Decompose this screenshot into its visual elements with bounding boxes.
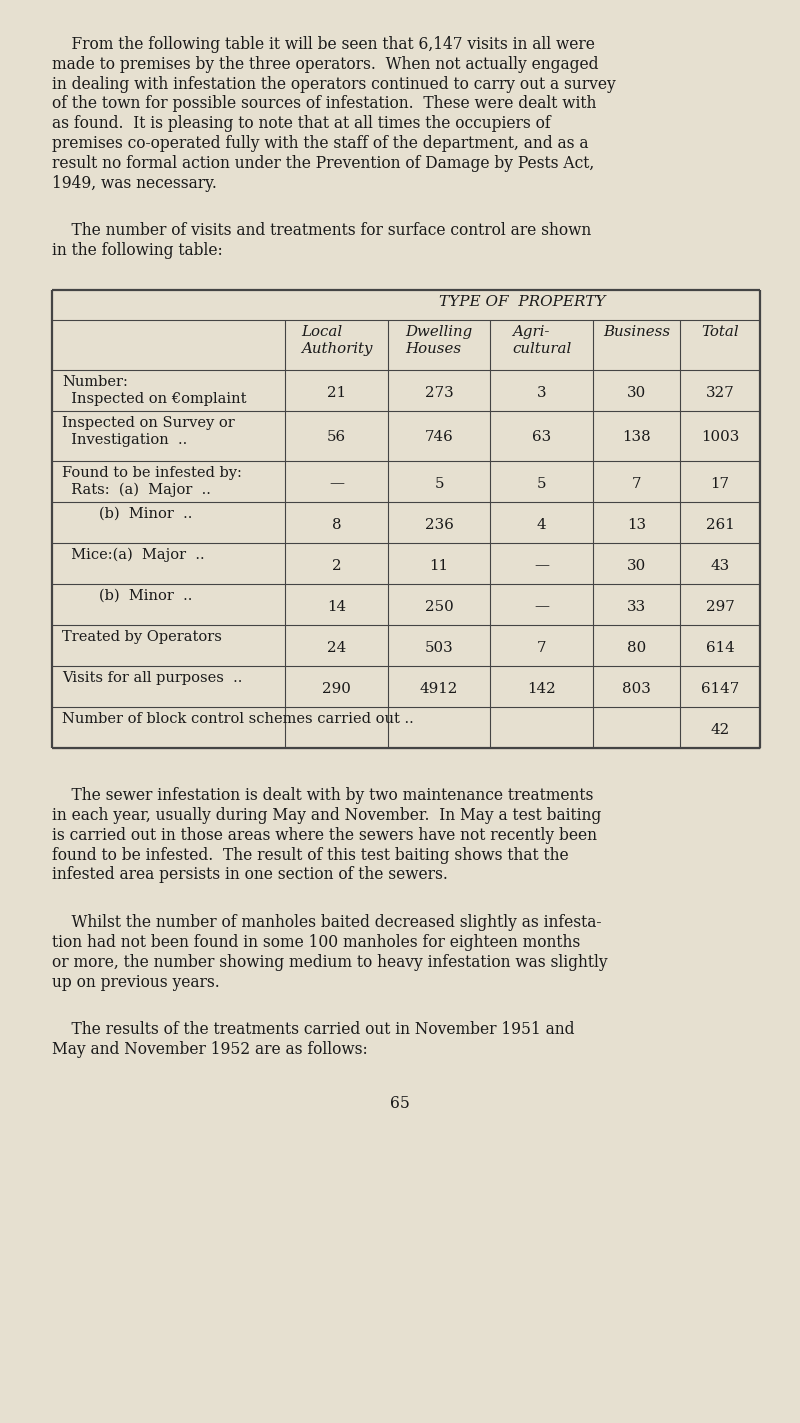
Text: 261: 261 — [706, 518, 734, 532]
Text: 138: 138 — [622, 430, 651, 444]
Text: Visits for all purposes  ..: Visits for all purposes .. — [62, 672, 242, 684]
Text: The results of the treatments carried out in November 1951 and: The results of the treatments carried ou… — [52, 1022, 574, 1039]
Text: From the following table it will be seen that 6,147 visits in all were: From the following table it will be seen… — [52, 36, 595, 53]
Text: 4: 4 — [537, 518, 546, 532]
Text: 7: 7 — [537, 640, 546, 655]
Text: Business: Business — [603, 324, 670, 339]
Text: —: — — [534, 559, 549, 572]
Text: 1949, was necessary.: 1949, was necessary. — [52, 175, 217, 192]
Text: 3: 3 — [537, 386, 546, 400]
Text: 33: 33 — [627, 599, 646, 613]
Text: Total: Total — [701, 324, 739, 339]
Text: 7: 7 — [632, 477, 642, 491]
Text: —: — — [534, 599, 549, 613]
Text: 56: 56 — [327, 430, 346, 444]
Text: 6147: 6147 — [701, 682, 739, 696]
Text: infested area persists in one section of the sewers.: infested area persists in one section of… — [52, 867, 448, 884]
Text: TYPE OF  PROPERTY: TYPE OF PROPERTY — [439, 295, 606, 309]
Text: is carried out in those areas where the sewers have not recently been: is carried out in those areas where the … — [52, 827, 597, 844]
Text: 1003: 1003 — [701, 430, 739, 444]
Text: 614: 614 — [706, 640, 734, 655]
Text: 236: 236 — [425, 518, 454, 532]
Text: premises co-operated fully with the staff of the department, and as a: premises co-operated fully with the staf… — [52, 135, 589, 152]
Text: 65: 65 — [390, 1094, 410, 1111]
Text: May and November 1952 are as follows:: May and November 1952 are as follows: — [52, 1042, 368, 1059]
Text: 63: 63 — [532, 430, 551, 444]
Text: 14: 14 — [327, 599, 346, 613]
Text: 5: 5 — [537, 477, 546, 491]
Text: tion had not been found in some 100 manholes for eighteen months: tion had not been found in some 100 manh… — [52, 933, 580, 951]
Text: Dwelling
Houses: Dwelling Houses — [406, 324, 473, 356]
Text: 80: 80 — [627, 640, 646, 655]
Text: 290: 290 — [322, 682, 351, 696]
Text: 327: 327 — [706, 386, 734, 400]
Text: 24: 24 — [327, 640, 346, 655]
Text: 4912: 4912 — [420, 682, 458, 696]
Text: of the town for possible sources of infestation.  These were dealt with: of the town for possible sources of infe… — [52, 95, 596, 112]
Text: 30: 30 — [627, 559, 646, 572]
Text: 17: 17 — [710, 477, 730, 491]
Text: in dealing with infestation the operators continued to carry out a survey: in dealing with infestation the operator… — [52, 75, 616, 92]
Text: 8: 8 — [332, 518, 342, 532]
Text: The number of visits and treatments for surface control are shown: The number of visits and treatments for … — [52, 222, 591, 239]
Text: 13: 13 — [627, 518, 646, 532]
Text: 2: 2 — [332, 559, 342, 572]
Text: Treated by Operators: Treated by Operators — [62, 630, 222, 645]
Text: Whilst the number of manholes baited decreased slightly as infesta-: Whilst the number of manholes baited dec… — [52, 914, 602, 931]
Text: Found to be infested by:
  Rats:  (a)  Major  ..: Found to be infested by: Rats: (a) Major… — [62, 465, 242, 497]
Text: (b)  Minor  ..: (b) Minor .. — [62, 589, 192, 603]
Text: Local
Authority: Local Authority — [301, 324, 372, 356]
Text: 43: 43 — [710, 559, 730, 572]
Text: The sewer infestation is dealt with by two maintenance treatments: The sewer infestation is dealt with by t… — [52, 787, 594, 804]
Text: in the following table:: in the following table: — [52, 242, 222, 259]
Text: Number of block control schemes carried out ..: Number of block control schemes carried … — [62, 712, 414, 726]
Text: or more, the number showing medium to heavy infestation was slightly: or more, the number showing medium to he… — [52, 953, 608, 970]
Text: in each year, usually during May and November.  In May a test baiting: in each year, usually during May and Nov… — [52, 807, 602, 824]
Text: 11: 11 — [430, 559, 449, 572]
Text: 803: 803 — [622, 682, 651, 696]
Text: result no formal action under the Prevention of Damage by Pests Act,: result no formal action under the Preven… — [52, 155, 594, 172]
Text: as found.  It is pleasing to note that at all times the occupiers of: as found. It is pleasing to note that at… — [52, 115, 550, 132]
Text: Agri-
cultural: Agri- cultural — [512, 324, 571, 356]
Text: 273: 273 — [425, 386, 454, 400]
Text: found to be infested.  The result of this test baiting shows that the: found to be infested. The result of this… — [52, 847, 569, 864]
Text: 250: 250 — [425, 599, 454, 613]
Text: made to premises by the three operators.  When not actually engaged: made to premises by the three operators.… — [52, 55, 598, 73]
Text: Mice:(a)  Major  ..: Mice:(a) Major .. — [62, 548, 205, 562]
Text: 5: 5 — [434, 477, 444, 491]
Text: 30: 30 — [627, 386, 646, 400]
Text: 42: 42 — [710, 723, 730, 737]
Text: 746: 746 — [425, 430, 454, 444]
Text: 21: 21 — [327, 386, 346, 400]
Text: 297: 297 — [706, 599, 734, 613]
Text: 503: 503 — [425, 640, 454, 655]
Text: (b)  Minor  ..: (b) Minor .. — [62, 507, 192, 521]
Text: 142: 142 — [527, 682, 556, 696]
Text: Number:
  Inspected on €omplaint: Number: Inspected on €omplaint — [62, 376, 246, 406]
Text: up on previous years.: up on previous years. — [52, 973, 220, 990]
Text: Inspected on Survey or
  Investigation  ..: Inspected on Survey or Investigation .. — [62, 416, 234, 447]
Text: —: — — [329, 477, 344, 491]
